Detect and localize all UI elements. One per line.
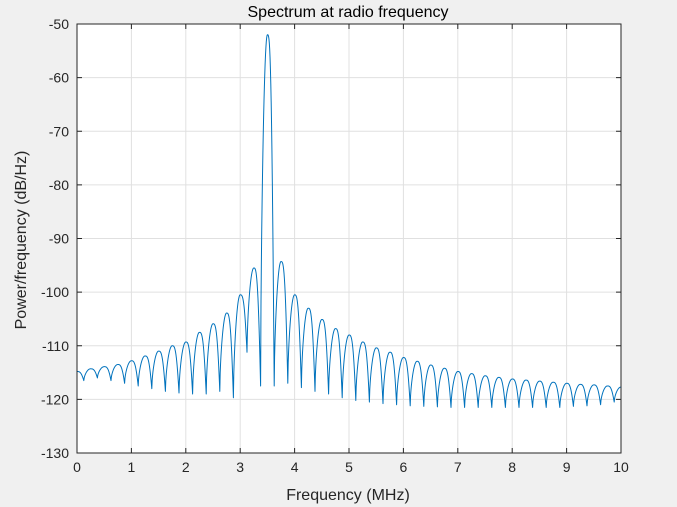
- y-tick-label: -100: [41, 284, 69, 300]
- x-tick-label: 6: [400, 459, 408, 475]
- spectrum-series-line: [76, 34, 622, 408]
- y-tick-label: -50: [49, 16, 69, 32]
- y-tick-label: -80: [49, 177, 69, 193]
- x-tick-label: 9: [563, 459, 571, 475]
- chart-title: Spectrum at radio frequency: [248, 4, 449, 21]
- x-tick-label: 7: [454, 459, 462, 475]
- x-tick-label: 2: [182, 459, 190, 475]
- x-tick-label: 1: [128, 459, 136, 475]
- y-tick-label: -120: [41, 391, 69, 407]
- x-tick-label: 0: [73, 459, 81, 475]
- y-axis-label: Power/frequency (dB/Hz): [13, 151, 30, 330]
- y-tick-label: -60: [49, 70, 69, 86]
- x-tick-label: 5: [345, 459, 353, 475]
- x-tick-label: 4: [291, 459, 299, 475]
- x-axis-label: Frequency (MHz): [286, 487, 410, 504]
- y-tick-label: -110: [42, 338, 69, 354]
- y-tick-label: -90: [49, 231, 69, 247]
- x-tick-label: 8: [508, 459, 516, 475]
- x-tick-label: 3: [236, 459, 244, 475]
- x-tick-label: 10: [613, 459, 629, 475]
- y-tick-label: -130: [41, 445, 69, 461]
- y-tick-label: -70: [49, 123, 69, 139]
